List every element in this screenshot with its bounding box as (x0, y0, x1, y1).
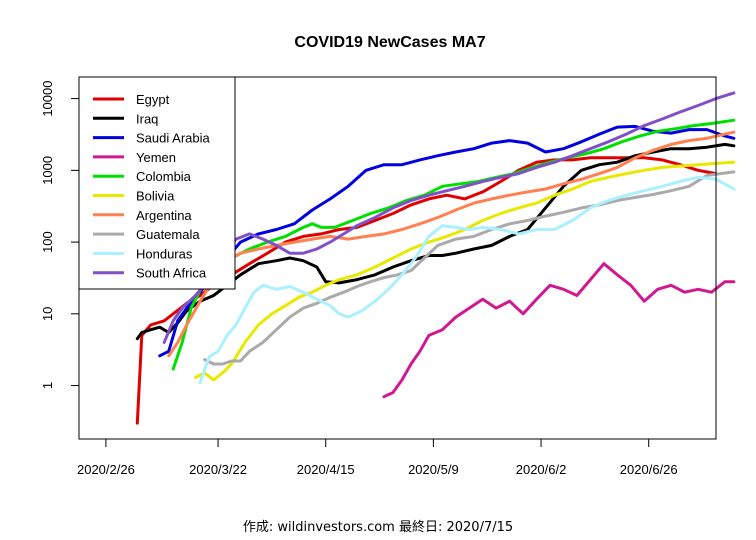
series-line-guatemala (203, 170, 736, 366)
y-tick-label: 100 (40, 231, 55, 253)
y-axis: 1 10 100 1000 10000 (40, 81, 80, 389)
x-tick-label: 2020/6/26 (620, 462, 678, 477)
legend-label: Bolivia (136, 189, 175, 204)
legend-label: Egypt (136, 92, 170, 107)
series-line-iraq (135, 142, 736, 341)
legend-label: Guatemala (136, 227, 200, 242)
series-line-honduras (198, 175, 736, 385)
legend-label: Yemen (136, 150, 176, 165)
y-tick-label: 10000 (40, 81, 55, 117)
x-tick-label: 2020/6/2 (516, 462, 567, 477)
legend-label: Iraq (136, 111, 158, 126)
y-tick-label: 1000 (40, 156, 55, 185)
source-caption: 作成: wildinvestors.com 最終日: 2020/7/15 (242, 520, 514, 535)
legend-label: Colombia (136, 169, 192, 184)
chart-title: COVID19 NewCases MA7 (294, 34, 485, 51)
x-axis: 2020/2/26 2020/3/22 2020/4/15 2020/5/9 2020/… (77, 438, 678, 477)
legend: Egypt Iraq Saudi Arabia Yemen Colombia Bolivi… (78, 76, 236, 290)
x-tick-label: 2020/3/22 (189, 462, 247, 477)
series-line-argentina (167, 130, 736, 358)
legend-label: Honduras (136, 246, 193, 261)
y-tick-label: 10 (40, 307, 55, 321)
x-tick-label: 2020/5/9 (408, 462, 459, 477)
x-tick-label: 2020/4/15 (297, 462, 355, 477)
series-line-yemen (382, 262, 736, 399)
legend-label: Argentina (136, 208, 192, 223)
series-line-south-africa (162, 91, 736, 344)
legend-label: Saudi Arabia (136, 131, 210, 146)
x-tick-label: 2020/2/26 (77, 462, 135, 477)
legend-label: South Africa (136, 266, 207, 281)
y-tick-label: 1 (40, 382, 55, 389)
series-line-bolivia (194, 160, 736, 382)
